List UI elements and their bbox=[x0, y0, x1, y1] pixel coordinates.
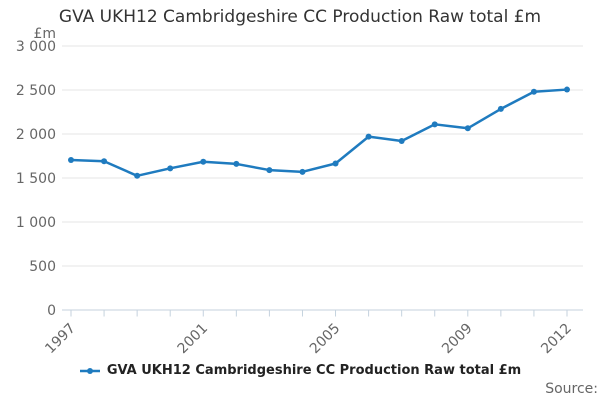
data-point-marker[interactable] bbox=[266, 167, 273, 174]
data-point-marker[interactable] bbox=[299, 168, 306, 175]
legend-item[interactable]: GVA UKH12 Cambridgeshire CC Production R… bbox=[0, 363, 600, 378]
y-tick-label: 1 500 bbox=[16, 171, 56, 187]
y-tick-label: 2 500 bbox=[16, 83, 56, 99]
y-tick-label: 1 000 bbox=[16, 215, 56, 231]
x-tick-label: 2009 bbox=[439, 321, 476, 358]
data-point-marker[interactable] bbox=[464, 125, 471, 132]
data-point-marker[interactable] bbox=[365, 133, 372, 140]
data-point-marker[interactable] bbox=[497, 105, 504, 112]
data-point-marker[interactable] bbox=[101, 158, 108, 165]
data-point-marker[interactable] bbox=[134, 172, 141, 179]
legend-line-marker-icon bbox=[79, 367, 100, 374]
x-tick-label: 2001 bbox=[175, 321, 212, 358]
plot-area: 0 500 1 000 1 500 2 000 2 500 3 000£m 1997 2001 2… bbox=[16, 26, 583, 358]
y-tick-label: 500 bbox=[29, 259, 56, 275]
data-point-marker[interactable] bbox=[200, 158, 207, 165]
y-tick-label: 0 bbox=[47, 303, 56, 319]
source-label: Source: bbox=[545, 381, 598, 397]
y-axis-unit-label: £m bbox=[33, 26, 56, 42]
data-point-marker[interactable] bbox=[167, 165, 174, 172]
data-point-marker[interactable] bbox=[431, 121, 438, 128]
data-point-marker[interactable] bbox=[530, 88, 537, 95]
legend-label: GVA UKH12 Cambridgeshire CC Production R… bbox=[106, 363, 522, 378]
data-point-marker[interactable] bbox=[398, 138, 405, 145]
data-point-marker[interactable] bbox=[68, 156, 74, 163]
data-point-marker[interactable] bbox=[233, 160, 240, 167]
x-tick-label: 2012 bbox=[538, 321, 575, 358]
y-tick-label: 3 000 bbox=[16, 39, 56, 55]
data-point-marker[interactable] bbox=[332, 160, 339, 167]
y-tick-label: 2 000 bbox=[16, 127, 56, 143]
x-tick-label: 2005 bbox=[307, 321, 344, 358]
data-point-marker[interactable] bbox=[564, 86, 570, 93]
series-line bbox=[69, 88, 569, 178]
chart-title: GVA UKH12 Cambridgeshire CC Production R… bbox=[58, 7, 542, 27]
x-tick-label: 1997 bbox=[42, 321, 79, 358]
